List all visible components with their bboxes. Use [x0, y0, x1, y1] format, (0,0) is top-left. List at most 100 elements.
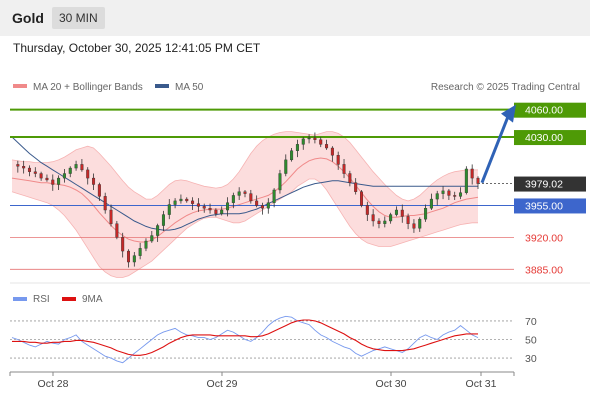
candle-body: [371, 214, 375, 222]
bollinger-lower-line: [11, 178, 478, 278]
instrument-title: Gold: [12, 10, 44, 26]
candle-body: [476, 177, 480, 184]
candle-body: [429, 198, 433, 209]
candle-body: [348, 173, 352, 183]
candle-body: [45, 177, 49, 181]
legend-swatch-rsi-ma: [62, 297, 76, 301]
candle-body: [418, 218, 422, 229]
candle-body: [196, 203, 200, 207]
legend-label-ma20: MA 20 + Bollinger Bands: [33, 82, 143, 93]
candle-body: [342, 164, 346, 174]
top-bar: Gold 30 MIN: [0, 0, 590, 36]
forecast-arrow-head: [501, 104, 516, 123]
rsi-series-9MA: [12, 319, 478, 356]
legend-label-rsi: RSI: [33, 294, 50, 305]
candle-body: [126, 250, 130, 263]
x-axis: Oct 28 Oct 29 Oct 30 Oct 31: [9, 372, 515, 390]
candle-body: [307, 137, 311, 140]
current-price-badge: [514, 176, 586, 192]
candle-body: [179, 198, 183, 202]
rsi-chart-layer: 70 50 30: [10, 315, 537, 365]
candle-body: [412, 223, 416, 229]
level-label-4060.00: 4060.00: [525, 105, 563, 117]
candle-body: [226, 202, 230, 211]
candle-body: [330, 147, 334, 156]
candle-body: [74, 164, 78, 169]
candle-body: [22, 166, 26, 169]
credit-text: Research © 2025 Trading Central: [431, 82, 580, 93]
candle-body: [156, 225, 160, 236]
candle-body: [394, 209, 398, 215]
rsi-series-RSI: [11, 315, 479, 364]
forecast-arrow-shaft: [480, 116, 510, 184]
x-tick-label: Oct 31: [466, 378, 497, 390]
candle-body: [295, 144, 299, 151]
candle-body: [266, 202, 270, 209]
candle-body: [447, 190, 451, 196]
candle-body: [167, 204, 171, 215]
candle-body: [406, 216, 410, 224]
candle-body: [150, 235, 154, 242]
rsi-legend: RSI 9MA: [13, 294, 103, 305]
legend-swatch-rsi: [13, 297, 27, 301]
candle-body: [132, 255, 136, 263]
candle-body: [383, 220, 387, 224]
candle-body: [272, 189, 276, 203]
x-tick-label: Oct 30: [376, 378, 407, 390]
legend-label-rsi-ma: 9MA: [82, 294, 103, 305]
candle-body: [424, 207, 428, 220]
x-tick-label: Oct 28: [38, 378, 69, 390]
candle-body: [138, 248, 142, 256]
candle-body: [453, 195, 457, 197]
level-badge-4060.00: [514, 102, 586, 118]
candle-body: [51, 179, 55, 185]
rsi-tick-label-70: 70: [525, 316, 537, 328]
legend-swatch-ma50: [155, 84, 169, 88]
timeframe-badge[interactable]: 30 MIN: [52, 7, 105, 29]
x-tick-label: Oct 29: [207, 378, 238, 390]
ma50-line: [11, 136, 478, 231]
candle-body: [325, 144, 329, 149]
candle-body: [202, 206, 206, 209]
candle-body: [115, 223, 119, 238]
level-badge-3955.00: [514, 198, 586, 214]
candle-body: [389, 214, 393, 222]
legend-label-ma50: MA 50: [175, 82, 204, 93]
candle-body: [33, 171, 37, 174]
candle-body: [27, 167, 31, 172]
main-legend: MA 20 + Bollinger Bands MA 50 Research ©…: [13, 82, 580, 93]
level-label-3885.00: 3885.00: [525, 264, 563, 276]
rsi-tick-label-50: 50: [525, 335, 537, 347]
bollinger-band: [12, 131, 478, 278]
candle-body: [185, 198, 189, 202]
candle-body: [57, 177, 61, 185]
candle-body: [377, 220, 381, 224]
candle-body: [255, 200, 259, 206]
candle-body: [214, 209, 218, 214]
rsi-tick-label-30: 30: [525, 353, 537, 365]
candle-body: [249, 193, 253, 202]
candle-body: [121, 237, 125, 252]
candle-body: [243, 191, 247, 194]
candle-body: [278, 173, 282, 191]
candle-body: [435, 193, 439, 200]
level-label-4030.00: 4030.00: [525, 132, 563, 144]
candle-body: [470, 168, 474, 179]
current-price-label: 3979.02: [525, 179, 563, 191]
candle-body: [237, 191, 241, 196]
candle-body: [464, 168, 468, 193]
candle-body: [16, 164, 20, 167]
candle-body: [400, 209, 404, 217]
candle-body: [231, 195, 235, 203]
candle-body: [97, 184, 101, 197]
candle-body: [39, 173, 43, 179]
level-label-3955.00: 3955.00: [525, 200, 563, 212]
bollinger-upper-line: [11, 131, 478, 202]
candle-body: [92, 177, 96, 185]
main-chart-layer: 4060.00 4030.00 3955.00 3920.00 3885.00 3979.…: [10, 102, 586, 278]
candle-body: [319, 139, 323, 145]
candle-body: [290, 150, 294, 161]
candle-body: [68, 167, 72, 174]
candle-body: [360, 191, 364, 206]
